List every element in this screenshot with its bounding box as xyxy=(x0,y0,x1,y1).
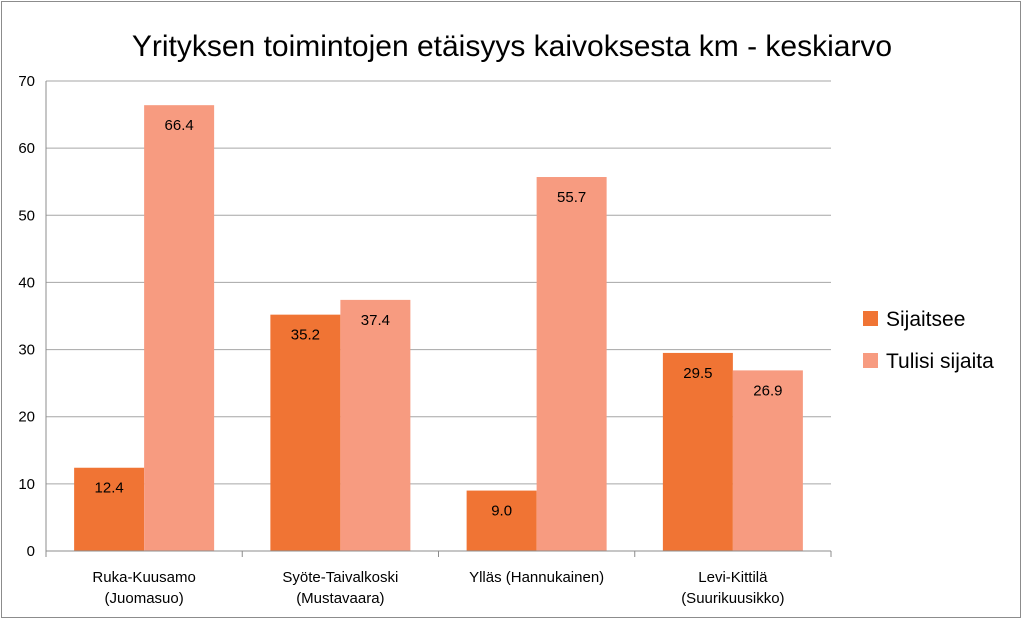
legend: Sijaitsee Tulisi sijaita xyxy=(863,308,994,373)
x-category-label: (Mustavaara) xyxy=(296,590,384,607)
data-label: 9.0 xyxy=(491,503,512,520)
bars: 12.4 66.4 35.2 37.4 9.0 55.7 29.5 26.9 xyxy=(74,105,803,552)
axes: 0 10 20 30 40 50 60 70 Ruka-Kuusamo (Juomasuo) Syö… xyxy=(18,73,832,607)
data-label: 29.5 xyxy=(683,365,712,382)
y-tick-label: 70 xyxy=(18,73,35,90)
chart-title: Yrityksen toimintojen etäisyys kaivokses… xyxy=(132,30,892,63)
x-category-label: Syöte-Taivalkoski xyxy=(282,569,398,586)
legend-swatch xyxy=(863,311,878,326)
bar-tulisi-sijaita xyxy=(144,105,215,552)
data-label: 35.2 xyxy=(291,327,320,344)
data-label: 26.9 xyxy=(753,382,782,399)
y-tick-label: 0 xyxy=(27,543,35,560)
bar-tulisi-sijaita xyxy=(340,299,411,551)
legend-label: Tulisi sijaita xyxy=(886,350,994,373)
y-tick-label: 40 xyxy=(18,274,35,291)
legend-swatch xyxy=(863,353,878,368)
bar-sijaitsee xyxy=(662,352,733,551)
y-tick-label: 30 xyxy=(18,342,35,359)
bar-sijaitsee xyxy=(74,467,145,551)
y-tick-label: 60 xyxy=(18,140,35,157)
x-category-label: (Juomasuo) xyxy=(105,590,184,607)
data-label: 37.4 xyxy=(361,312,390,329)
data-label: 12.4 xyxy=(95,480,124,497)
x-category-label: Levi-Kittilä xyxy=(698,569,768,586)
data-label: 66.4 xyxy=(165,117,194,134)
legend-label: Sijaitsee xyxy=(886,308,965,331)
y-tick-label: 20 xyxy=(18,409,35,426)
y-tick-label: 10 xyxy=(18,476,35,493)
x-category-label: Ruka-Kuusamo xyxy=(92,569,195,586)
bar-tulisi-sijaita xyxy=(732,370,803,551)
x-category-label: (Suurikuusikko) xyxy=(681,590,784,607)
data-label: 55.7 xyxy=(557,189,586,206)
bar-tulisi-sijaita xyxy=(536,177,607,551)
x-category-label: Ylläs (Hannukainen) xyxy=(469,569,604,586)
y-tick-label: 50 xyxy=(18,207,35,224)
bar-sijaitsee xyxy=(466,490,537,551)
bar-sijaitsee xyxy=(270,314,341,551)
